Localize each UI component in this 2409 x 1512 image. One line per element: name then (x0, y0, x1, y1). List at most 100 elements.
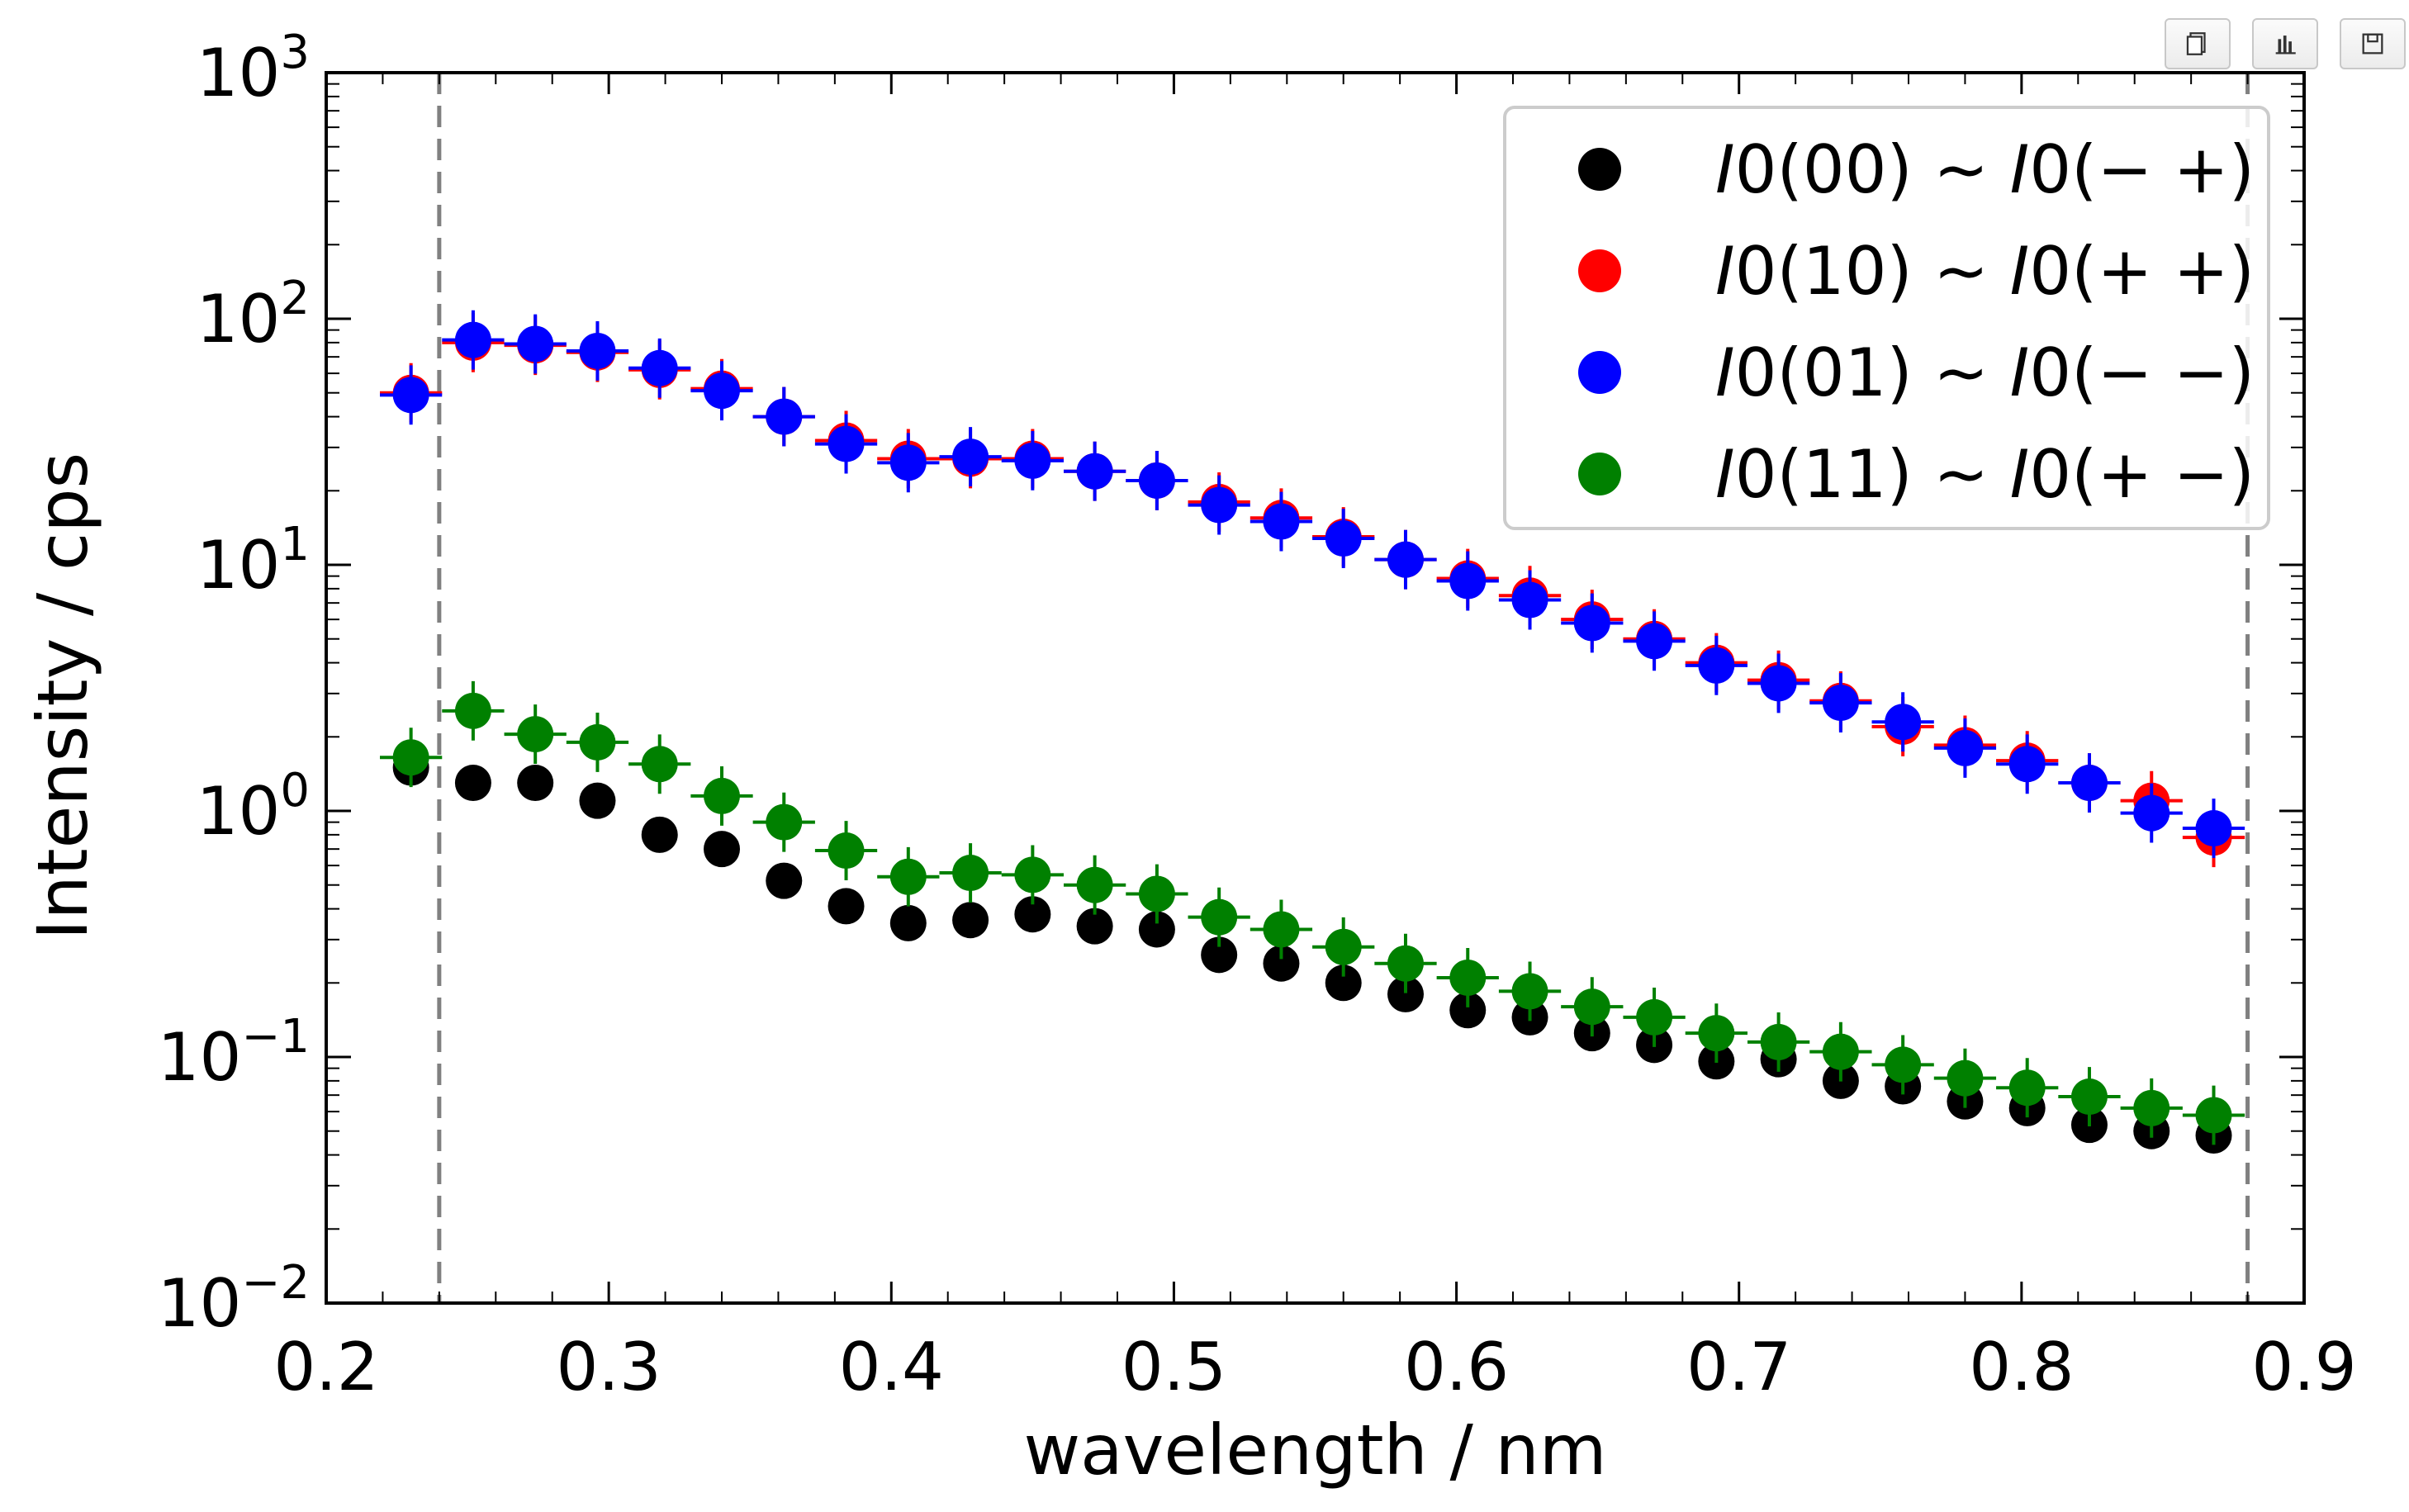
data-point (2195, 810, 2232, 847)
data-point (952, 855, 989, 892)
data-point (828, 425, 865, 462)
x-tick-label: 0.5 (1122, 1329, 1226, 1405)
data-point (1636, 623, 1673, 660)
data-point (1947, 729, 1984, 766)
data-point (828, 832, 865, 870)
data-point (1014, 896, 1051, 933)
data-point (2070, 1078, 2108, 1116)
data-point (1822, 1033, 1859, 1070)
legend-marker (1578, 453, 1621, 495)
chart-toolbar (2165, 18, 2409, 69)
x-tick-label: 0.3 (557, 1329, 662, 1405)
data-point (1201, 486, 1238, 524)
data-point (579, 332, 616, 369)
save-button[interactable] (2340, 18, 2406, 69)
bar-chart-button[interactable] (2252, 18, 2318, 69)
data-point (704, 831, 740, 868)
data-point (1885, 1046, 1922, 1083)
y-tick-label: 10−2 (158, 1256, 310, 1342)
bar-chart-icon (2275, 36, 2296, 55)
legend-label: I0(00) ~ I0(− +) (1715, 131, 2255, 208)
x-axis-label: wavelength / nm (1023, 1410, 1606, 1491)
data-point (889, 444, 927, 481)
x-tick-label: 0.2 (273, 1329, 378, 1405)
legend-label: I0(11) ~ I0(+ −) (1715, 436, 2255, 513)
data-point (641, 349, 678, 386)
legend: I0(00) ~ I0(− +) I0(10) ~ I0(+ +) I0(01) ~… (1503, 106, 2270, 530)
y-tick-label: 102 (197, 272, 310, 358)
data-point (2133, 1089, 2170, 1126)
data-point (1760, 1023, 1797, 1060)
data-point (1201, 936, 1238, 974)
data-point (392, 377, 429, 414)
data-point (1325, 928, 1362, 965)
data-point (454, 692, 491, 729)
data-point (1387, 945, 1424, 982)
data-point (766, 398, 803, 435)
y-axis-label: Intensity / cps (22, 453, 103, 941)
series-2 (380, 310, 2245, 858)
data-point (1511, 973, 1548, 1010)
data-point (579, 723, 616, 761)
data-point (517, 325, 554, 363)
data-point (1076, 908, 1113, 945)
x-tick-label: 0.8 (1969, 1329, 2074, 1405)
data-point (1014, 856, 1051, 893)
data-point (1449, 959, 1487, 996)
legend-box (1503, 106, 2270, 530)
x-tick-label: 0.9 (2251, 1329, 2356, 1405)
data-point (889, 858, 927, 895)
data-point (641, 816, 678, 853)
ticks-layer: 0.2 0.3 0.4 0.5 0.6 0.7 0.8 0.9 10−2 10−1 100 101 10… (158, 26, 2357, 1405)
data-point (952, 902, 989, 939)
data-point (641, 746, 678, 783)
x-tick-label: 0.4 (839, 1329, 944, 1405)
plot-layer (380, 73, 2250, 1303)
y-tick-label: 10−1 (158, 1010, 310, 1096)
y-tick-label: 100 (197, 764, 310, 850)
legend-marker (1578, 249, 1621, 292)
legend-marker (1578, 351, 1621, 394)
data-point (1636, 998, 1673, 1036)
data-point (2133, 794, 2170, 832)
y-tick-label: 101 (197, 518, 310, 604)
data-point (1138, 875, 1175, 912)
data-point (1263, 911, 1300, 948)
data-point (1698, 647, 1735, 684)
save-icon (2362, 33, 2383, 55)
copy-icon (2186, 32, 2206, 55)
data-point (1573, 604, 1610, 642)
data-point (1511, 581, 1548, 619)
data-point (1885, 704, 1922, 741)
legend-label: I0(01) ~ I0(− −) (1715, 334, 2255, 411)
data-point (2008, 1069, 2046, 1107)
data-point (1573, 988, 1610, 1026)
data-point (828, 888, 865, 925)
data-point (1201, 898, 1238, 936)
data-point (1698, 1015, 1735, 1052)
copy-button[interactable] (2165, 18, 2231, 69)
data-point (517, 716, 554, 753)
data-point (579, 782, 616, 819)
data-point (1076, 866, 1113, 903)
data-point (2195, 1097, 2232, 1134)
data-point (1014, 442, 1051, 479)
data-point (766, 803, 803, 841)
series-3 (380, 680, 2245, 1145)
data-point (1263, 503, 1300, 540)
data-point (1387, 975, 1424, 1012)
data-point (1449, 992, 1487, 1029)
data-point (2008, 746, 2046, 783)
data-point (1138, 462, 1175, 499)
data-point (1947, 1059, 1984, 1097)
data-point (1760, 665, 1797, 702)
data-point (1325, 965, 1362, 1002)
y-tick-label: 103 (197, 26, 310, 111)
data-point (1138, 911, 1175, 948)
x-tick-label: 0.6 (1404, 1329, 1509, 1405)
x-tick-label: 0.7 (1686, 1329, 1791, 1405)
data-point (1263, 945, 1300, 982)
data-point (1076, 453, 1113, 490)
data-point (454, 765, 491, 802)
